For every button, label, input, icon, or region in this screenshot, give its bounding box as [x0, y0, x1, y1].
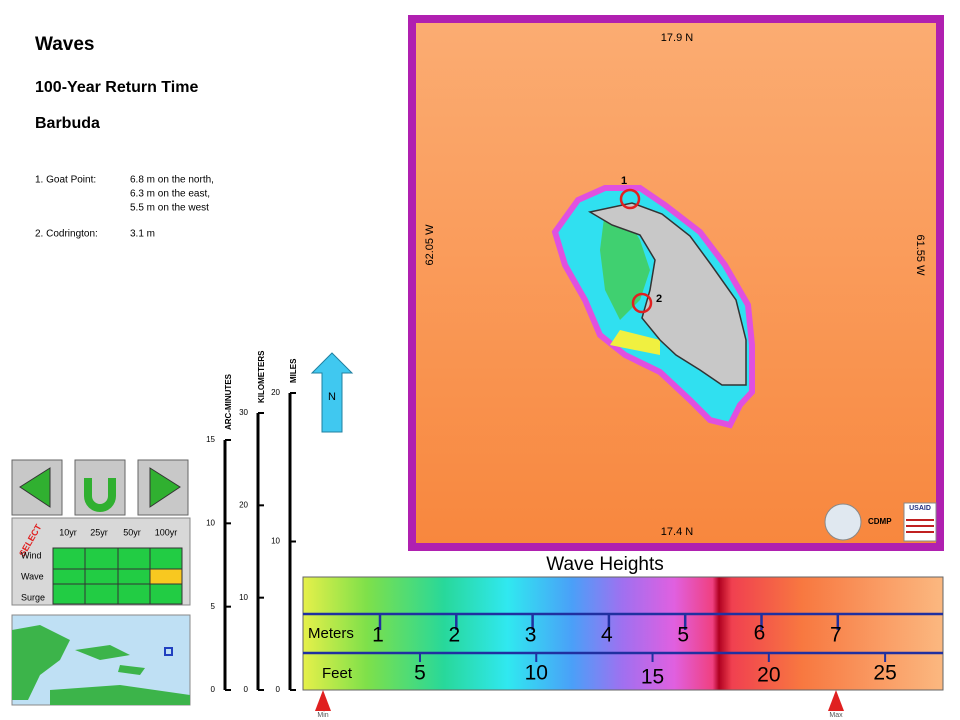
scale-tick-label: 20	[271, 388, 280, 397]
lon-label: 62.05 W	[424, 224, 436, 266]
scale-tick-label: 5	[211, 602, 216, 611]
meter-label: 6	[754, 622, 766, 645]
scale-title: ARC-MINUTES	[224, 373, 233, 430]
meter-label: 7	[830, 624, 842, 647]
north-arrow: N	[310, 352, 354, 433]
max-label: Max	[829, 712, 843, 719]
scale-tick-label: 15	[206, 435, 215, 444]
scale-title: MILES	[289, 358, 298, 383]
row-header: Wind	[21, 550, 42, 560]
scale-bars: ARC-MINUTES 0 5 10 15 KILOMETERS 0 10 20 30 MILES 0…	[206, 350, 298, 694]
marker-label: 2	[656, 293, 662, 305]
scale-title: KILOMETERS	[257, 350, 266, 403]
lat-label: 17.9 N	[661, 32, 693, 44]
meter-label: 4	[601, 624, 613, 647]
map: 1 2 17.9 N 17.4 N 62.05 W 61.55 W CDMP U…	[408, 15, 944, 551]
min-label: Min	[317, 712, 328, 719]
north-label: N	[328, 391, 336, 403]
mini-map	[11, 614, 191, 706]
site-detail: 6.8 m on the north,	[130, 175, 214, 186]
column-header: 10yr	[59, 527, 77, 537]
feet-label: 10	[525, 662, 548, 685]
site-detail: 6.3 m on the east,	[130, 189, 210, 200]
logo-text: CDMP	[868, 517, 892, 526]
location: Barbuda	[35, 115, 100, 132]
lat-label: 17.4 N	[661, 526, 693, 538]
column-header: 25yr	[90, 527, 108, 537]
meter-label: 5	[677, 624, 689, 647]
scale-tick-label: 30	[239, 408, 248, 417]
scale-tick-label: 0	[211, 685, 216, 694]
legend: Wave Heights Meters Feet Min Max 1 2 3 4 5 6 7…	[302, 554, 944, 719]
feet-label: 15	[641, 666, 664, 689]
site-label: 1. Goat Point:	[35, 175, 96, 186]
site-detail: 3.1 m	[130, 229, 155, 240]
site-label: 2. Codrington:	[35, 229, 98, 240]
meter-label: 2	[448, 624, 460, 647]
feet-label: 5	[414, 662, 426, 685]
site-detail: 5.5 m on the west	[130, 203, 209, 214]
feet-label: 20	[757, 664, 780, 687]
meter-label: 1	[372, 624, 384, 647]
meters-label: Meters	[308, 625, 354, 642]
scale-tick-label: 10	[271, 537, 280, 546]
meter-label: 3	[525, 624, 537, 647]
feet-label: Feet	[322, 665, 353, 682]
legend-title: Wave Heights	[546, 554, 664, 575]
scale-tick-label: 10	[206, 518, 215, 527]
scale-tick-label: 0	[244, 685, 249, 694]
title: Waves	[35, 34, 95, 55]
row-header: Surge	[21, 592, 45, 602]
marker-label: 1	[621, 175, 627, 187]
logo-text: USAID	[909, 505, 931, 512]
feet-label: 25	[873, 662, 896, 685]
column-header: 100yr	[155, 527, 178, 537]
lon-label: 61.55 W	[914, 235, 926, 277]
row-header: Wave	[21, 571, 44, 581]
subtitle: 100-Year Return Time	[35, 79, 198, 96]
scale-tick-label: 10	[239, 593, 248, 602]
column-header: 50yr	[123, 527, 141, 537]
nav-buttons	[11, 459, 189, 516]
scale-tick-label: 0	[276, 685, 281, 694]
scale-tick-label: 20	[239, 500, 248, 509]
